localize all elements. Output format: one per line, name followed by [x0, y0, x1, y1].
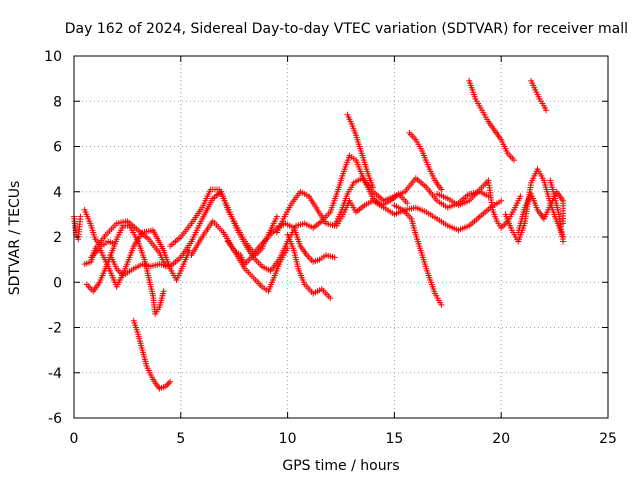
- data-point: [517, 193, 524, 200]
- axis-ticks: 0 5 10 15 20 25 -6 -4 -2 0 2 4 6 8 10: [44, 49, 617, 447]
- series-track-p: [406, 129, 445, 193]
- series-track-c: [81, 206, 118, 250]
- y-tick-label: -4: [48, 366, 62, 382]
- data-point: [560, 220, 567, 227]
- series-track-t: [515, 188, 567, 236]
- series-track-f: [130, 317, 174, 392]
- series-track-m: [333, 197, 505, 234]
- data-point: [331, 254, 338, 261]
- x-tick-label: 15: [385, 431, 403, 447]
- data-marks: [71, 77, 567, 392]
- y-axis-title: SDTVAR / TECUs: [7, 181, 23, 296]
- x-axis-title: GPS time / hours: [282, 458, 399, 474]
- series-track-a: [71, 213, 84, 243]
- series-track-e: [88, 227, 193, 290]
- series-track-q: [434, 177, 524, 231]
- series-track-k: [284, 231, 334, 302]
- y-tick-label: 6: [53, 140, 62, 156]
- data-point: [273, 213, 280, 220]
- data-point: [165, 380, 172, 387]
- data-point: [160, 288, 167, 295]
- data-point: [543, 107, 550, 114]
- data-point: [511, 157, 517, 164]
- series-track-r: [466, 77, 517, 164]
- data-point: [438, 301, 445, 308]
- grid: [74, 56, 608, 418]
- y-tick-label: 0: [53, 275, 62, 291]
- x-tick-label: 20: [492, 431, 510, 447]
- series-track-o: [391, 202, 445, 308]
- y-tick-label: -2: [48, 321, 62, 337]
- data-point: [370, 184, 376, 191]
- series-track-u: [528, 77, 550, 114]
- y-tick-label: 10: [44, 49, 62, 65]
- y-tick-label: 8: [53, 94, 62, 110]
- y-tick-label: 4: [53, 185, 62, 201]
- chart-title: Day 162 of 2024, Sidereal Day-to-day VTE…: [65, 21, 628, 37]
- y-tick-label: -6: [48, 411, 62, 427]
- y-tick-label: 2: [53, 230, 62, 246]
- data-point: [438, 186, 445, 193]
- data-point: [498, 197, 505, 204]
- x-tick-label: 0: [70, 431, 79, 447]
- series-track-v: [547, 177, 567, 245]
- data-point: [77, 213, 84, 220]
- x-tick-label: 5: [176, 431, 185, 447]
- series-track-j: [224, 220, 338, 268]
- series-track-d: [83, 222, 167, 317]
- x-tick-label: 25: [599, 431, 617, 447]
- data-point: [560, 238, 567, 245]
- x-tick-label: 10: [279, 431, 297, 447]
- series-track-n: [344, 111, 376, 191]
- data-point: [404, 200, 411, 207]
- data-point: [327, 295, 334, 302]
- data-point: [167, 378, 174, 385]
- data-point: [284, 245, 291, 252]
